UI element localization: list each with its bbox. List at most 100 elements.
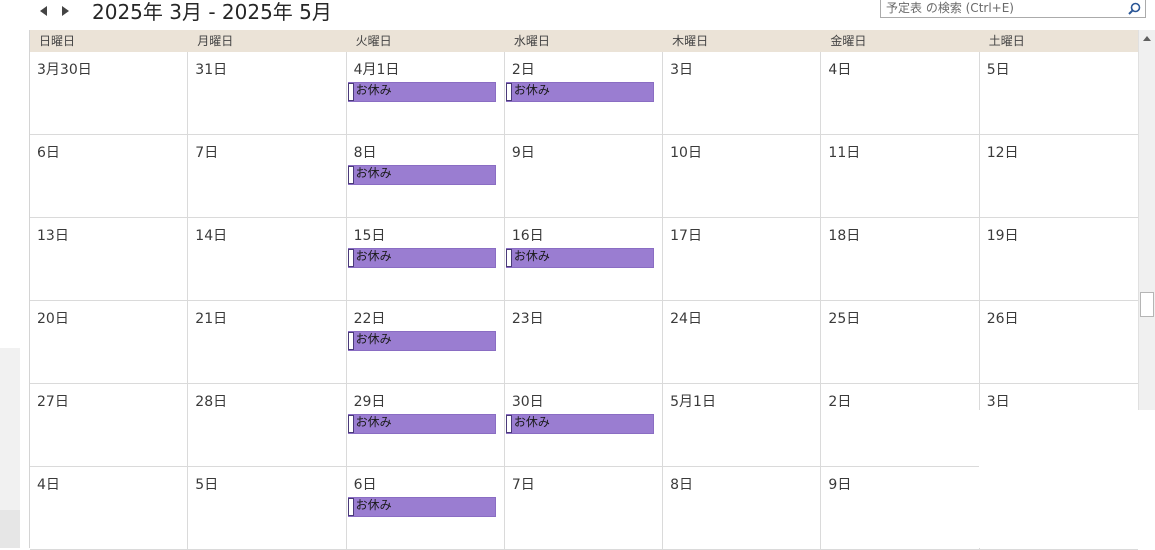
triangle-right-icon[interactable] (58, 3, 72, 19)
day-cell[interactable]: 10日 (663, 135, 822, 218)
day-cell[interactable]: 24日 (663, 301, 822, 384)
day-date: 5月1日 (670, 394, 716, 410)
day-cell[interactable]: 27日 (30, 384, 189, 467)
day-cell[interactable]: 5日 (188, 467, 347, 550)
event-status-marker (347, 332, 354, 350)
event-bar[interactable]: お休み (347, 414, 496, 434)
day-date: 19日 (986, 228, 1019, 244)
day-cell[interactable]: 23日 (504, 301, 664, 384)
day-cell[interactable]: 3月30日 (30, 52, 189, 135)
event-status-marker (347, 83, 354, 101)
day-cell[interactable]: 15日 お休み (346, 218, 505, 301)
search-icon[interactable] (1123, 0, 1145, 17)
day-cell[interactable]: 17日 (663, 218, 822, 301)
day-cell[interactable]: 19日 (979, 218, 1138, 301)
day-cell[interactable]: 20日 (30, 301, 189, 384)
day-cell[interactable]: 6日 (30, 135, 189, 218)
event-title: お休み (513, 415, 550, 429)
search-input[interactable] (881, 0, 1123, 17)
day-date: 3月30日 (37, 62, 92, 78)
day-date: 29日 (353, 394, 386, 410)
event-title: お休み (355, 249, 392, 263)
day-date: 26日 (986, 311, 1019, 327)
event-title: お休み (355, 332, 392, 346)
weekday-label: 月曜日 (197, 34, 234, 48)
week-row: 13日 14日 15日 お休み 16日 お休み 17日 18日 19日 (30, 218, 1138, 301)
week-row: 20日 21日 22日 お休み 23日 24日 25日 26日 (30, 301, 1138, 384)
day-date: 11日 (828, 145, 861, 161)
day-cell[interactable]: 25日 (821, 301, 980, 384)
event-status-marker (347, 415, 354, 433)
date-navigation (36, 0, 80, 22)
day-cell[interactable]: 2日お休み (504, 52, 664, 135)
day-date: 25日 (828, 311, 861, 327)
day-date: 2日 (511, 62, 535, 78)
day-date: 16日 (511, 228, 544, 244)
event-status-marker (347, 498, 354, 516)
day-cell[interactable]: 3日 (663, 52, 822, 135)
event-bar[interactable]: お休み (347, 165, 496, 185)
day-cell[interactable]: 29日お休み (346, 384, 505, 467)
day-cell[interactable]: 8日 (663, 467, 822, 550)
day-cell[interactable]: 5日 (979, 52, 1138, 135)
day-date: 17日 (670, 228, 702, 244)
day-date: 8日 (353, 145, 377, 161)
day-date: 7日 (511, 477, 535, 493)
event-bar[interactable]: お休み (505, 82, 654, 102)
day-cell[interactable]: 7日 (504, 467, 664, 550)
event-status-marker (505, 415, 512, 433)
day-cell[interactable]: 18日 (821, 218, 980, 301)
day-cell[interactable]: 9日 (504, 135, 664, 218)
day-cell[interactable]: 2日 (821, 384, 980, 467)
event-title: お休み (355, 83, 392, 97)
event-status-marker (347, 249, 354, 267)
day-date: 3日 (986, 394, 1010, 410)
day-cell[interactable]: 5月1日 (663, 384, 822, 467)
event-status-marker (347, 166, 354, 184)
left-panel-edge (0, 0, 20, 548)
triangle-left-icon[interactable] (36, 3, 50, 19)
calendar-search-box[interactable] (880, 0, 1146, 18)
day-date: 21日 (195, 311, 228, 327)
day-cell[interactable]: 8日お休み (346, 135, 505, 218)
day-date: 5日 (195, 477, 219, 493)
scrollbar-thumb[interactable] (1140, 292, 1154, 317)
weekday-label: 火曜日 (355, 34, 392, 48)
day-cell[interactable]: 21日 (188, 301, 347, 384)
day-cell[interactable]: 4日 (821, 52, 980, 135)
day-cell[interactable]: 30日 お休み (504, 384, 664, 467)
event-title: お休み (513, 83, 550, 97)
event-title: お休み (513, 249, 550, 263)
weekday-label: 木曜日 (672, 34, 709, 48)
day-cell[interactable]: 9日 (821, 467, 980, 550)
calendar-grid: 3月30日 31日 4月1日 お休み 2日 お休み 3日 4日 5日 6日 7日 8日 お休み 9日 10日… (30, 52, 1138, 550)
day-cell[interactable]: 31日 (188, 52, 347, 135)
day-cell[interactable]: 16日お休み (504, 218, 664, 301)
event-bar[interactable]: お休み (347, 82, 496, 102)
scroll-up-arrow-icon[interactable] (1141, 32, 1153, 44)
day-cell[interactable]: 4日 (30, 467, 189, 550)
day-cell[interactable]: 11日 (821, 135, 980, 218)
day-date: 22日 (353, 311, 386, 327)
weekday-label: 土曜日 (988, 34, 1025, 48)
day-cell[interactable]: 6日 お休み (346, 467, 505, 550)
event-bar[interactable]: お休み (347, 331, 496, 351)
day-date: 13日 (37, 228, 69, 244)
day-cell[interactable]: 12日 (979, 135, 1138, 218)
day-cell[interactable]: 13日 (30, 218, 189, 301)
day-cell[interactable]: 4月1日 お休み (346, 52, 505, 135)
left-panel-background (0, 348, 20, 548)
day-date: 8日 (670, 477, 694, 493)
day-cell[interactable]: 26日 (979, 301, 1138, 384)
event-bar[interactable]: お休み (347, 248, 496, 268)
day-date: 6日 (37, 145, 60, 161)
event-title: お休み (355, 166, 392, 180)
event-bar[interactable]: お休み (505, 248, 654, 268)
day-cell[interactable]: 7日 (188, 135, 347, 218)
day-cell[interactable]: 22日お休み (346, 301, 505, 384)
event-bar[interactable]: お休み (347, 497, 496, 517)
event-bar[interactable]: お休み (505, 414, 654, 434)
day-cell[interactable]: 14日 (188, 218, 347, 301)
day-cell[interactable]: 28日 (188, 384, 347, 467)
event-status-marker (505, 83, 512, 101)
